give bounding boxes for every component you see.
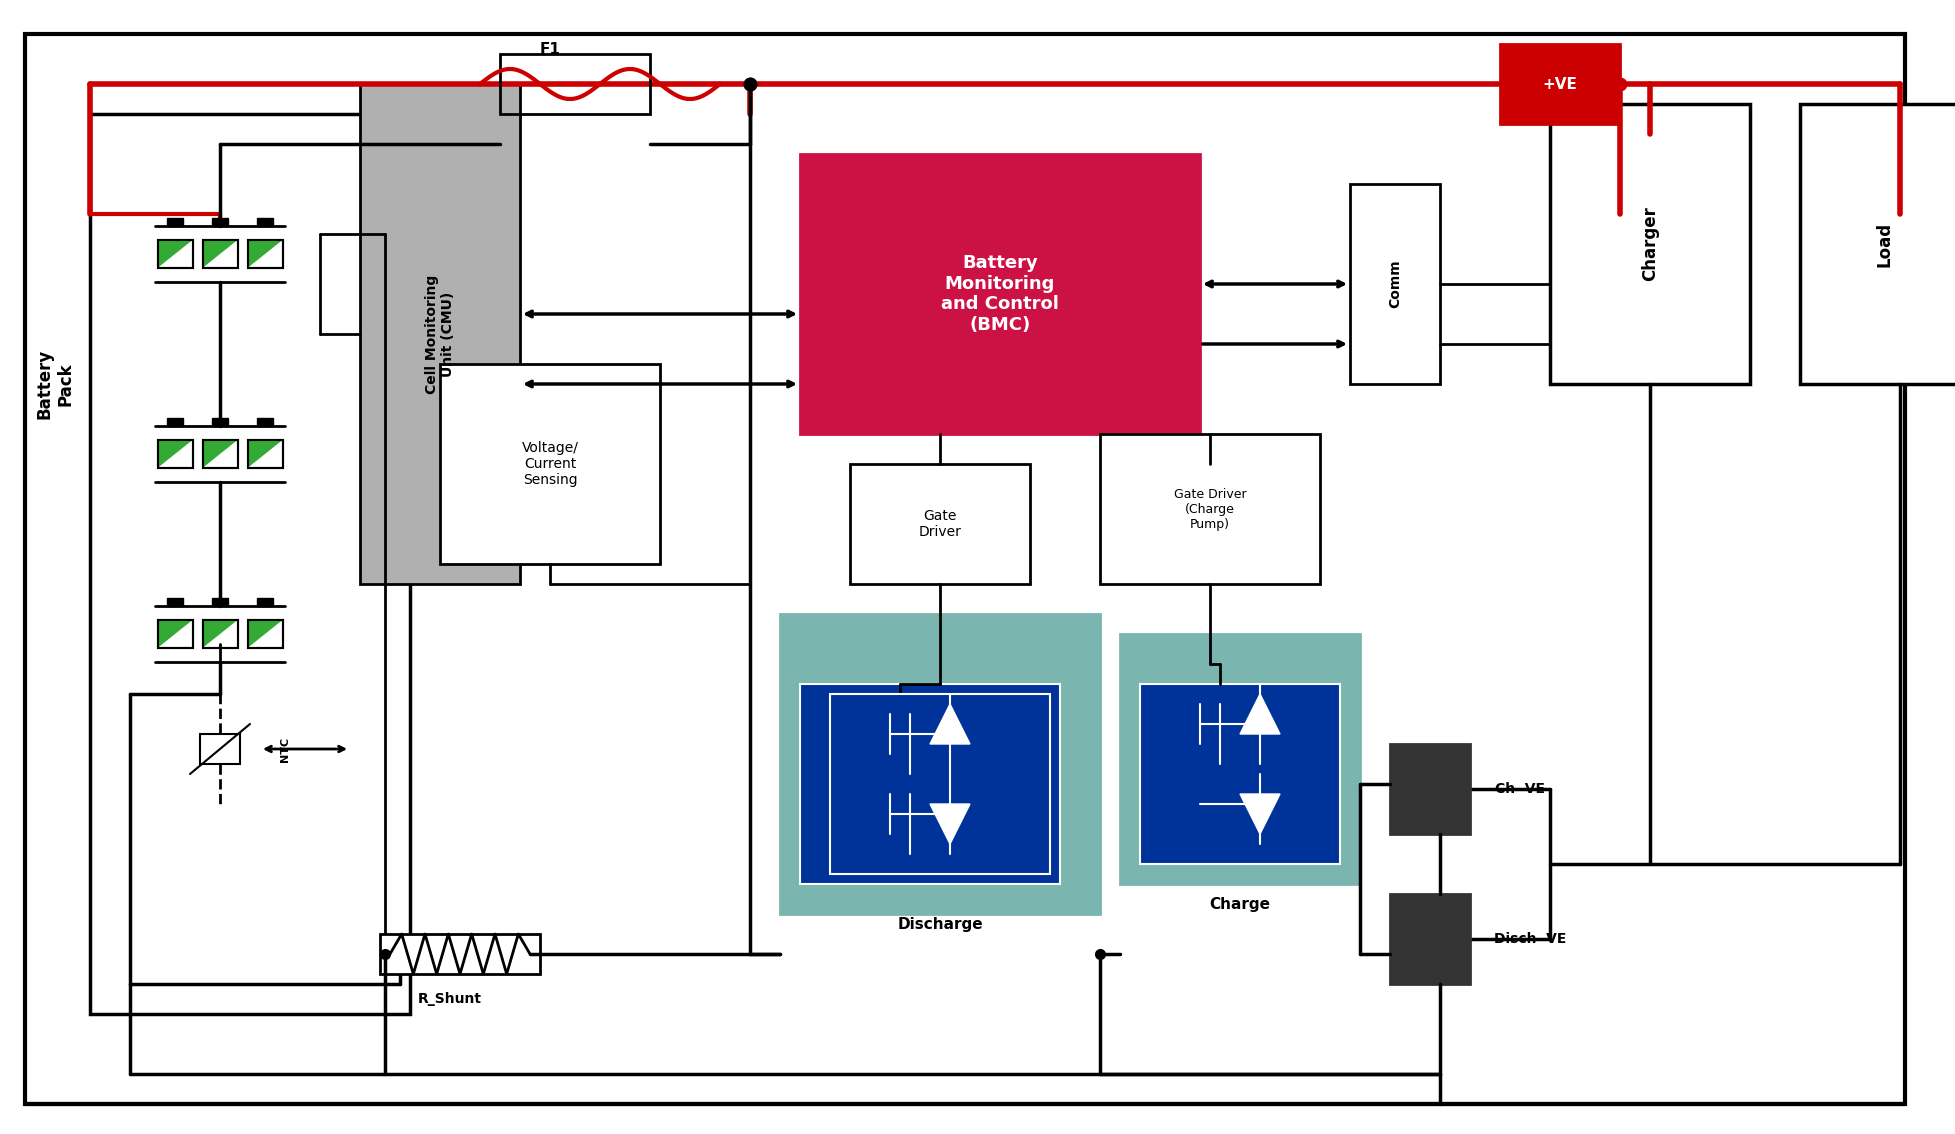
Text: Gate Driver
(Charge
Pump): Gate Driver (Charge Pump): [1173, 488, 1245, 531]
Bar: [203, 440, 237, 468]
Text: Load: Load: [1875, 221, 1892, 266]
Bar: [1390, 894, 1470, 984]
Text: Comm: Comm: [1388, 260, 1402, 308]
Bar: [379, 934, 540, 974]
Polygon shape: [248, 440, 282, 468]
Bar: [203, 240, 237, 268]
Bar: [256, 218, 274, 226]
Bar: [158, 620, 192, 648]
Bar: [248, 620, 282, 648]
Bar: [158, 620, 192, 648]
Text: Gate
Driver: Gate Driver: [919, 509, 962, 539]
Bar: [1099, 434, 1320, 584]
Text: Voltage/
Current
Sensing: Voltage/ Current Sensing: [522, 441, 579, 488]
Text: Disch -VE: Disch -VE: [1494, 932, 1566, 946]
Bar: [1120, 634, 1359, 885]
Polygon shape: [248, 620, 282, 648]
Bar: [1140, 684, 1339, 864]
Polygon shape: [1239, 794, 1279, 833]
Polygon shape: [929, 704, 970, 744]
Text: Charge: Charge: [1208, 897, 1271, 912]
Polygon shape: [203, 440, 237, 468]
Text: NTC: NTC: [280, 736, 289, 762]
Bar: [199, 734, 240, 764]
Bar: [440, 364, 659, 564]
Polygon shape: [158, 240, 192, 268]
Bar: [211, 598, 229, 606]
Bar: [158, 240, 192, 268]
Bar: [360, 84, 520, 584]
Bar: [166, 218, 184, 226]
Bar: [1499, 44, 1619, 124]
Polygon shape: [203, 620, 237, 648]
Bar: [800, 154, 1198, 434]
Bar: [211, 418, 229, 426]
Bar: [248, 620, 282, 648]
Bar: [248, 440, 282, 468]
Bar: [850, 464, 1030, 584]
Text: Battery
Pack: Battery Pack: [35, 349, 74, 420]
Bar: [203, 620, 237, 648]
Bar: [500, 54, 649, 115]
Text: Battery
Monitoring
and Control
(BMC): Battery Monitoring and Control (BMC): [940, 254, 1058, 335]
Bar: [1349, 184, 1439, 384]
Bar: [158, 440, 192, 468]
Bar: [829, 694, 1050, 874]
Bar: [256, 418, 274, 426]
Text: +VE: +VE: [1542, 76, 1576, 92]
Bar: [780, 613, 1099, 914]
Bar: [211, 218, 229, 226]
Bar: [248, 240, 282, 268]
Bar: [1799, 104, 1955, 384]
Polygon shape: [929, 804, 970, 844]
Text: Charger: Charger: [1640, 206, 1658, 281]
Bar: [158, 240, 192, 268]
Bar: [1548, 104, 1750, 384]
Polygon shape: [203, 240, 237, 268]
Text: Discharge: Discharge: [897, 916, 981, 931]
Bar: [158, 440, 192, 468]
Bar: [248, 440, 282, 468]
Bar: [203, 440, 237, 468]
Bar: [166, 598, 184, 606]
Text: Ch -VE: Ch -VE: [1494, 782, 1544, 796]
Bar: [248, 240, 282, 268]
Bar: [203, 620, 237, 648]
Polygon shape: [1239, 694, 1279, 734]
Bar: [1390, 744, 1470, 833]
Text: R_Shunt: R_Shunt: [418, 992, 481, 1006]
Bar: [90, 115, 411, 1014]
Bar: [203, 240, 237, 268]
Bar: [256, 598, 274, 606]
Polygon shape: [248, 240, 282, 268]
Bar: [166, 418, 184, 426]
Text: Cell Monitoring
Unit (CMU): Cell Monitoring Unit (CMU): [424, 274, 456, 393]
Polygon shape: [158, 620, 192, 648]
Polygon shape: [158, 440, 192, 468]
Text: F1: F1: [540, 42, 561, 57]
Bar: [800, 684, 1060, 885]
